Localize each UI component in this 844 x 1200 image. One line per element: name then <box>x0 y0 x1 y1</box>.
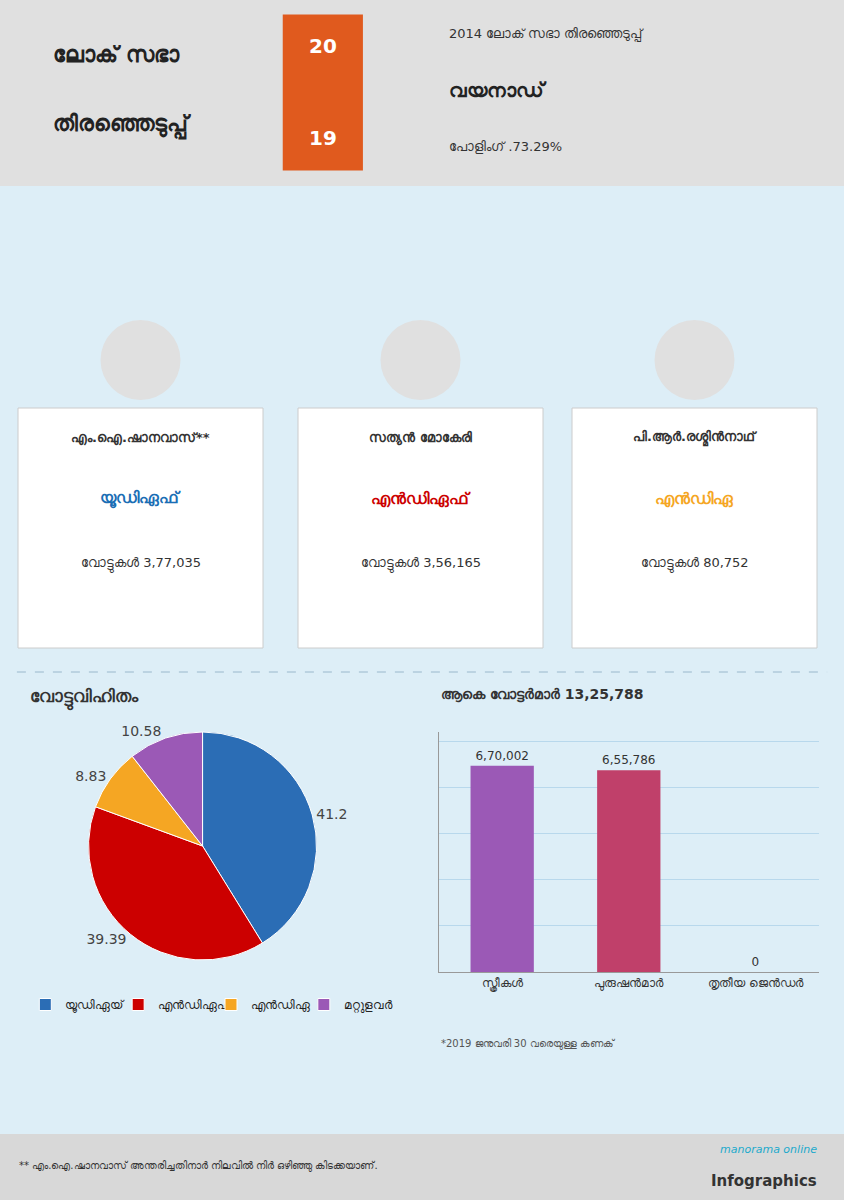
svg-text:വോട്ടുകള്‍ 80,752: വോട്ടുകള്‍ 80,752 <box>641 555 749 573</box>
svg-text:തൃതീയ ജെൻഡർ: തൃതീയ ജെൻഡർ <box>708 976 804 990</box>
svg-text:പി.ആർ.രശ്മിൻനാഥ്‌: പി.ആർ.രശ്മിൻനാഥ്‌ <box>633 429 757 447</box>
svg-text:8.83: 8.83 <box>75 768 106 784</box>
svg-text:വയനാഡ്: വയനാഡ് <box>449 78 547 102</box>
svg-text:manorama online: manorama online <box>720 1143 817 1156</box>
svg-text:6,55,786: 6,55,786 <box>602 753 655 767</box>
svg-text:39.39: 39.39 <box>86 931 126 947</box>
svg-text:എൻഡിഏഫ്‌: എൻഡിഏഫ്‌ <box>158 998 234 1013</box>
svg-text:20: 20 <box>309 34 337 58</box>
svg-text:19: 19 <box>309 126 337 150</box>
svg-text:യൂഡിഏഫ്‌: യൂഡിഏഫ്‌ <box>100 488 181 509</box>
svg-text:എൻഡിഏഫ്‌: എൻഡിഏഫ്‌ <box>371 489 471 508</box>
svg-text:ലോക് സഭാ: ലോക് സഭാ <box>53 42 180 67</box>
svg-text:എം.ഐ.ഷാനവാസ്‌**: എം.ഐ.ഷാനവാസ്‌** <box>71 430 210 446</box>
svg-text:*2019 ജനുവരി 30 വരെയുള്ള കണക്‌: *2019 ജനുവരി 30 വരെയുള്ള കണക്‌ <box>441 1038 616 1050</box>
svg-text:41.2: 41.2 <box>316 806 347 822</box>
svg-text:എൻഡിഏ: എൻഡിഏ <box>251 998 310 1013</box>
svg-text:2014 ലോക് സഭാ തിരഞ്ഞെടുപ്പ്: 2014 ലോക് സഭാ തിരഞ്ഞെടുപ്പ് <box>449 26 644 42</box>
svg-text:പോളിംഗ് ․73.29%: പോളിംഗ് ․73.29% <box>449 139 562 154</box>
svg-text:വോട്ടുവിഹിതം: വോട്ടുവിഹിതം <box>30 686 139 711</box>
svg-text:മറ്റുളവർ: മറ്റുളവർ <box>344 998 393 1013</box>
svg-text:** എം.ഐ.ഷാനവാസ് അന്തരിച്ചതിനാർ: ** എം.ഐ.ഷാനവാസ് അന്തരിച്ചതിനാർ നിലവിൽ നി… <box>19 1160 378 1172</box>
svg-text:പുരുഷൻമാർ: പുരുഷൻമാർ <box>594 976 664 991</box>
svg-text:സ്ത്രീകള്‍: സ്ത്രീകള്‍ <box>482 976 524 992</box>
svg-text:സത്യൻ മോകേരി: സത്യൻ മോകേരി <box>369 430 472 446</box>
svg-text:തിരഞ്ഞെടുപ്പ്: തിരഞ്ഞെടുപ്പ് <box>53 111 191 140</box>
svg-text:10.58: 10.58 <box>121 723 161 739</box>
svg-text:Infographics: Infographics <box>711 1172 817 1190</box>
svg-text:എൻഡിഏ: എൻഡിഏ <box>655 489 734 508</box>
svg-text:വോട്ടുകള്‍ 3,77,035: വോട്ടുകള്‍ 3,77,035 <box>81 555 201 573</box>
svg-text:വോട്ടുകള്‍ 3,56,165: വോട്ടുകള്‍ 3,56,165 <box>361 555 481 573</box>
svg-text:ആകെ വോട്ടർമാർ 13,25,788: ആകെ വോട്ടർമാർ 13,25,788 <box>441 686 644 703</box>
svg-text:യൂഡിഏയ്‌: യൂഡിഏയ്‌ <box>65 998 125 1013</box>
svg-text:0: 0 <box>752 955 760 969</box>
svg-text:6,70,002: 6,70,002 <box>475 749 528 763</box>
